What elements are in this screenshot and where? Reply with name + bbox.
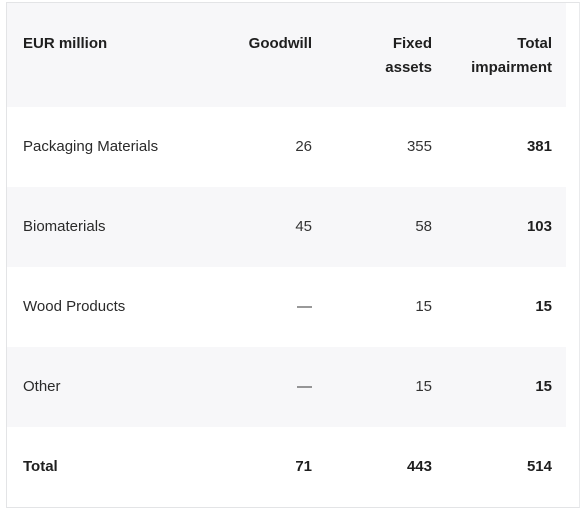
- row-label: Other: [23, 378, 61, 395]
- header-fixed-assets-line2: assets: [385, 59, 432, 76]
- table-row: Other — 15 15: [7, 347, 566, 427]
- fixed-assets-cell: 355: [406, 138, 432, 155]
- header-fixed-assets: Fixed assets: [326, 3, 446, 107]
- total-impairment-cell: 15: [535, 298, 552, 315]
- impairment-table: EUR million Goodwill Fixed assets Total …: [7, 3, 566, 507]
- total-impairment-cell: 15: [535, 378, 552, 395]
- table-container: [6, 2, 580, 508]
- total-goodwill-cell: 71: [295, 458, 312, 475]
- goodwill-cell: 26: [295, 138, 312, 155]
- fixed-assets-cell: 15: [415, 298, 432, 315]
- goodwill-cell: —: [297, 298, 312, 315]
- row-label: Packaging Materials: [23, 138, 159, 155]
- fixed-assets-cell: 15: [415, 378, 432, 395]
- table-row: Wood Products — 15 15: [7, 267, 566, 347]
- table-header: EUR million Goodwill Fixed assets Total …: [7, 3, 566, 107]
- table-row: Packaging Materials 26 355 381: [7, 107, 566, 187]
- grand-total-cell: 514: [526, 458, 552, 475]
- header-total-impairment-line2: impairment: [471, 59, 552, 76]
- header-fixed-assets-line1: Fixed: [392, 35, 432, 52]
- table-body: Packaging Materials 26 355 381 Biomateri…: [7, 107, 566, 507]
- header-row: EUR million Goodwill Fixed assets Total …: [7, 3, 566, 107]
- goodwill-cell: —: [297, 378, 312, 395]
- total-row-label: Total: [23, 458, 58, 475]
- header-eur-million: EUR million: [23, 35, 108, 52]
- total-impairment-cell: 381: [526, 138, 552, 155]
- goodwill-cell: 45: [295, 218, 312, 235]
- total-impairment-cell: 103: [526, 218, 552, 235]
- row-label: Biomaterials: [23, 218, 106, 235]
- header-total-impairment-line1: Total: [517, 35, 552, 52]
- table-row: Biomaterials 45 58 103: [7, 187, 566, 267]
- total-row: Total 71 443 514: [7, 427, 566, 507]
- header-goodwill: Goodwill: [248, 35, 312, 52]
- fixed-assets-cell: 58: [415, 218, 432, 235]
- header-total-impairment: Total impairment: [446, 3, 566, 107]
- total-fixed-assets-cell: 443: [406, 458, 432, 475]
- row-label: Wood Products: [23, 298, 126, 315]
